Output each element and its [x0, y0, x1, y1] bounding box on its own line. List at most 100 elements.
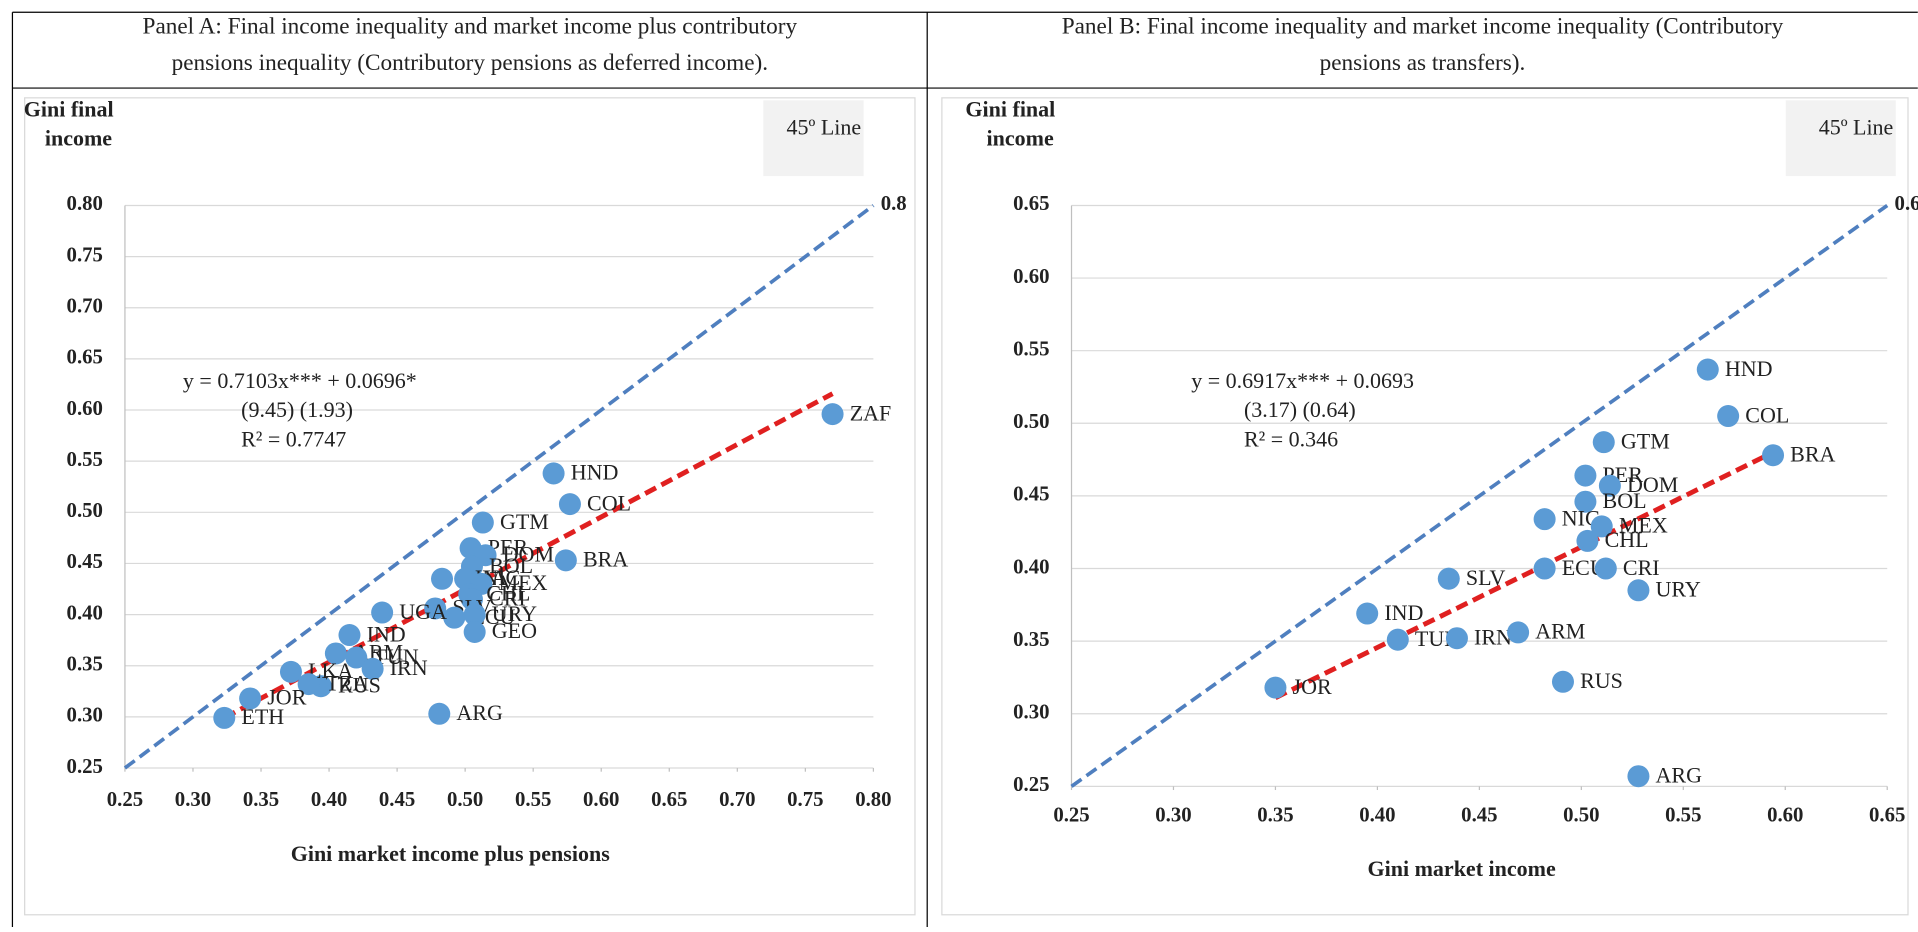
data-point	[1598, 474, 1621, 497]
data-point	[297, 673, 320, 696]
point-label: CHL	[1605, 527, 1649, 552]
panel-title: Panel B: Final income inequality and mar…	[1062, 13, 1784, 39]
point-label: BRA	[1790, 442, 1835, 467]
data-point	[431, 567, 454, 590]
y-tick-label: 0.60	[67, 397, 103, 420]
data-point	[463, 603, 486, 626]
y-tick-label: 0.70	[67, 295, 103, 318]
point-label: CHL	[486, 580, 530, 605]
y-tick-label: 0.55	[67, 448, 103, 471]
data-point	[371, 601, 394, 624]
legend-label: 45º Line	[787, 115, 862, 140]
data-point	[1627, 765, 1650, 788]
x-tick-label: 0.35	[1257, 804, 1293, 827]
point-label: MEX	[1619, 513, 1668, 538]
trend-line	[223, 391, 834, 721]
point-label: CRI	[489, 586, 526, 611]
point-label: HND	[1725, 356, 1773, 381]
data-point	[1590, 515, 1613, 538]
x-tick-label: 0.80	[855, 788, 891, 811]
chart-frame	[24, 97, 916, 916]
x-tick-label: 0.30	[175, 788, 211, 811]
y-tick-label: 0.50	[67, 499, 103, 522]
data-point	[424, 597, 447, 620]
x-tick-label: 0.25	[1053, 804, 1089, 827]
data-point	[1696, 358, 1719, 381]
point-label: ARM	[1535, 619, 1585, 644]
data-point	[1762, 444, 1785, 467]
point-label: MEX	[499, 570, 548, 595]
x-tick-label: 0.40	[1359, 804, 1395, 827]
data-point	[542, 462, 565, 485]
data-point	[345, 646, 368, 669]
x-tick-label: 0.75	[787, 788, 823, 811]
point-label: COL	[587, 490, 631, 515]
x-tick-label: 0.70	[719, 788, 755, 811]
x-tick-label: 0.40	[311, 788, 347, 811]
data-point	[1533, 557, 1556, 580]
y-tick-label: 0.30	[1013, 701, 1049, 724]
y-tick-label: 0.30	[67, 704, 103, 727]
equation: R² = 0.346	[1244, 427, 1338, 452]
panel-title: pensions inequality (Contributory pensio…	[172, 50, 768, 76]
point-label: TZA	[326, 670, 369, 695]
data-point	[558, 493, 581, 516]
x-tick-label: 0.65	[651, 788, 687, 811]
point-label: CRI	[1623, 555, 1660, 580]
data-point	[1551, 670, 1574, 693]
data-point	[463, 620, 486, 643]
y-tick-label: 0.65	[1013, 192, 1049, 215]
point-label: JOR	[1293, 674, 1332, 699]
legend-label: 45º Line	[1819, 115, 1894, 140]
point-label: RUS	[338, 672, 381, 697]
point-label: ETH	[241, 704, 284, 729]
equation: y = 0.7103x*** + 0.0696*	[183, 368, 417, 393]
point-label: BOL	[489, 553, 533, 578]
y-tick-label: 0.80	[67, 192, 103, 215]
y-tick-label: 0.25	[67, 755, 103, 778]
point-label: ARG	[456, 700, 503, 725]
x-tick-label: 0.55	[1665, 804, 1701, 827]
point-label: RUS	[1580, 668, 1623, 693]
point-label: SLV	[1466, 565, 1506, 590]
x-tick-label: 0.35	[243, 788, 279, 811]
data-point	[1594, 557, 1617, 580]
data-point	[1592, 431, 1615, 454]
point-label: GTM	[1621, 428, 1670, 453]
reference-line	[123, 203, 875, 770]
equation: R² = 0.7747	[241, 427, 346, 452]
equation: y = 0.6917x*** + 0.0693	[1191, 368, 1414, 393]
y-tick-label: 0.75	[67, 243, 103, 266]
x-tick-label: 0.65	[1869, 804, 1905, 827]
y-axis-label: income	[987, 126, 1054, 151]
y-tick-label: 0.50	[1013, 410, 1049, 433]
data-point	[1437, 567, 1460, 590]
y-tick-label: 0.40	[67, 601, 103, 624]
y-tick-label: 0.40	[1013, 555, 1049, 578]
data-point	[1576, 529, 1599, 552]
point-label: ARG	[1656, 762, 1703, 787]
data-point	[1574, 490, 1597, 513]
equation: (3.17) (0.64)	[1244, 397, 1356, 422]
point-label: IRN	[390, 655, 428, 680]
y-tick-label: 0.25	[1013, 773, 1049, 796]
y-tick-label: 0.55	[1013, 337, 1049, 360]
data-point	[1717, 405, 1740, 428]
y-tick-label: 0.60	[1013, 265, 1049, 288]
data-point	[1507, 621, 1530, 644]
x-axis-label: Gini market income	[1368, 856, 1556, 881]
x-tick-label: 0.45	[379, 788, 415, 811]
data-point	[1264, 676, 1287, 699]
data-point	[1386, 628, 1409, 651]
data-point	[361, 657, 384, 680]
point-label: COL	[1745, 402, 1789, 427]
data-point	[213, 706, 236, 729]
x-tick-label: 0.25	[107, 788, 143, 811]
point-label: URY	[1656, 577, 1701, 602]
data-point	[239, 687, 262, 710]
y-axis-label: Gini final	[24, 96, 114, 121]
reference-line	[1070, 203, 1889, 788]
